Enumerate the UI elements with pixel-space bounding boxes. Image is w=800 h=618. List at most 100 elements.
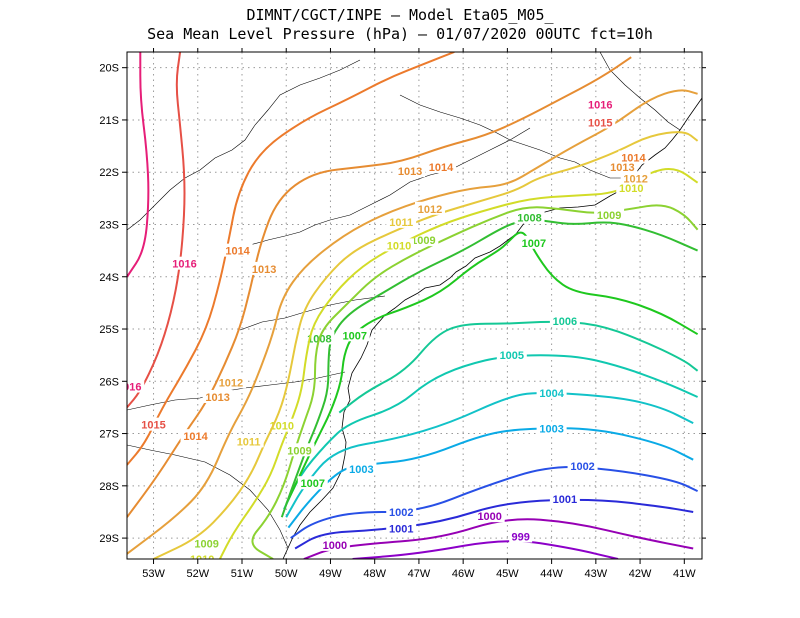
- isobar-label: 1004: [539, 388, 564, 400]
- isobar-1013: [127, 56, 632, 518]
- isobar-label-bg: [496, 348, 527, 362]
- isobar-label: 1000: [477, 511, 501, 523]
- isobar-label-bg: [567, 458, 598, 472]
- isobar-label-bg: [233, 434, 264, 448]
- isobar-1006: [338, 320, 699, 414]
- isobar-label-bg: [549, 491, 580, 505]
- y-tick-label: 20S: [99, 63, 119, 75]
- isobar-label: 1012: [623, 173, 647, 185]
- y-tick-label: 29S: [99, 533, 119, 545]
- y-tick-label: 24S: [99, 272, 119, 284]
- isobar-1004: [285, 392, 694, 518]
- isobar-label: 1003: [349, 464, 373, 476]
- isobar-label-bg: [618, 150, 649, 164]
- isobar-label: 1011: [389, 217, 413, 229]
- isobar-label-bg: [187, 552, 218, 559]
- isobar-label-bg: [536, 385, 567, 399]
- isobar-label-bg: [585, 115, 616, 129]
- isobar-label-bg: [202, 389, 233, 403]
- isobar-label-bg: [585, 97, 616, 111]
- isobar-label-bg: [386, 504, 417, 518]
- isobar-1008: [280, 218, 699, 518]
- isobar-label: 1014: [429, 162, 454, 174]
- isobar-label: 1001: [389, 524, 413, 536]
- isobar-label-bg: [549, 314, 580, 328]
- x-tick-label: 42W: [629, 568, 652, 580]
- isobar-label: 1007: [522, 238, 546, 250]
- isobar-label-bg: [339, 328, 370, 342]
- x-tick-label: 52W: [186, 568, 209, 580]
- isobar-label-bg: [180, 429, 211, 443]
- x-tick-label: 45W: [496, 568, 519, 580]
- isobar-label: 1003: [539, 423, 563, 435]
- isobar-label-bg: [297, 476, 328, 490]
- isobar-1001: [294, 498, 694, 550]
- x-tick-label: 53W: [142, 568, 165, 580]
- isobar-label-bg: [426, 159, 457, 173]
- isobar-label: 1012: [219, 377, 243, 389]
- isobar-label: 1012: [418, 204, 442, 216]
- y-tick-label: 27S: [99, 429, 119, 441]
- isobar-label-bg: [191, 536, 222, 550]
- isobar-label: 1002: [570, 461, 594, 473]
- isobar-label-bg: [514, 210, 545, 224]
- x-tick-label: 47W: [408, 568, 431, 580]
- isobar-1010: [219, 167, 699, 559]
- isobar-1015: [127, 52, 186, 409]
- x-tick-label: 44W: [540, 568, 563, 580]
- state-border-7: [599, 52, 681, 131]
- state-border-2: [249, 127, 531, 246]
- x-tick-label: 41W: [673, 568, 696, 580]
- isobar-1002: [290, 465, 699, 539]
- isobar-label-bg: [620, 171, 651, 185]
- coastline: [127, 52, 702, 559]
- isobar-label: 1007: [301, 478, 325, 490]
- isobar-label-bg: [384, 238, 415, 252]
- isobar-label: 1010: [387, 240, 411, 252]
- state-border-6: [399, 94, 632, 179]
- isobar-1011: [153, 131, 699, 559]
- isobar-label-bg: [319, 537, 350, 551]
- isobar-1016: [127, 52, 150, 278]
- isobar-label: 999: [511, 532, 529, 544]
- y-tick-label: 25S: [99, 324, 119, 336]
- isobar-1000: [303, 518, 694, 559]
- isobar-label-bg: [536, 421, 567, 435]
- x-tick-label: 51W: [231, 568, 254, 580]
- x-tick-label: 43W: [585, 568, 608, 580]
- x-tick-label: 46W: [452, 568, 475, 580]
- isobar-label: 1010: [270, 421, 294, 433]
- isobar-label: 1002: [389, 507, 413, 519]
- state-border-4: [127, 444, 289, 549]
- isobar-1003: [287, 427, 694, 529]
- isobar-label-bg: [386, 521, 417, 535]
- isobar-label: 1009: [597, 210, 621, 222]
- isobar-999: [352, 540, 619, 559]
- isobar-label-bg: [594, 208, 625, 222]
- y-tick-label: 28S: [99, 481, 119, 493]
- isobar-label: 1007: [343, 330, 367, 342]
- isobar-label: 1013: [205, 392, 229, 404]
- isobar-label: 1013: [610, 162, 634, 174]
- isobar-label: 1005: [500, 350, 524, 362]
- isobar-label: 1013: [398, 166, 422, 178]
- isobar-label-bg: [474, 509, 505, 523]
- y-tick-label: 21S: [99, 115, 119, 127]
- isobars: 999 1000 1000 1001 1001 1002 1002 1003 1003 1004 1…: [127, 52, 699, 566]
- isobar-label-bg: [169, 256, 200, 270]
- isobar-label-bg: [215, 375, 246, 389]
- x-tick-label: 50W: [275, 568, 298, 580]
- isobar-1014: [127, 52, 455, 466]
- isobar-1007: [285, 231, 699, 505]
- isobar-label: 1016: [588, 99, 612, 111]
- plot-frame: [126, 51, 703, 560]
- y-axis-ticks: 20S 21S 22S 23S 24S 25S 26S 27S 28S 29S: [99, 63, 706, 545]
- x-axis-ticks: 53W 52W 51W 50W 49W 48W 47W 46W 45W 44W 43W 42W 41W: [142, 48, 696, 580]
- isobar-label: 1006: [553, 316, 577, 328]
- isobar-label: 1010: [190, 554, 214, 566]
- isobar-label-bg: [249, 261, 280, 275]
- y-tick-label: 23S: [99, 219, 119, 231]
- isobar-label-bg: [518, 235, 549, 249]
- state-border-5: [239, 295, 386, 331]
- y-tick-label: 26S: [99, 376, 119, 388]
